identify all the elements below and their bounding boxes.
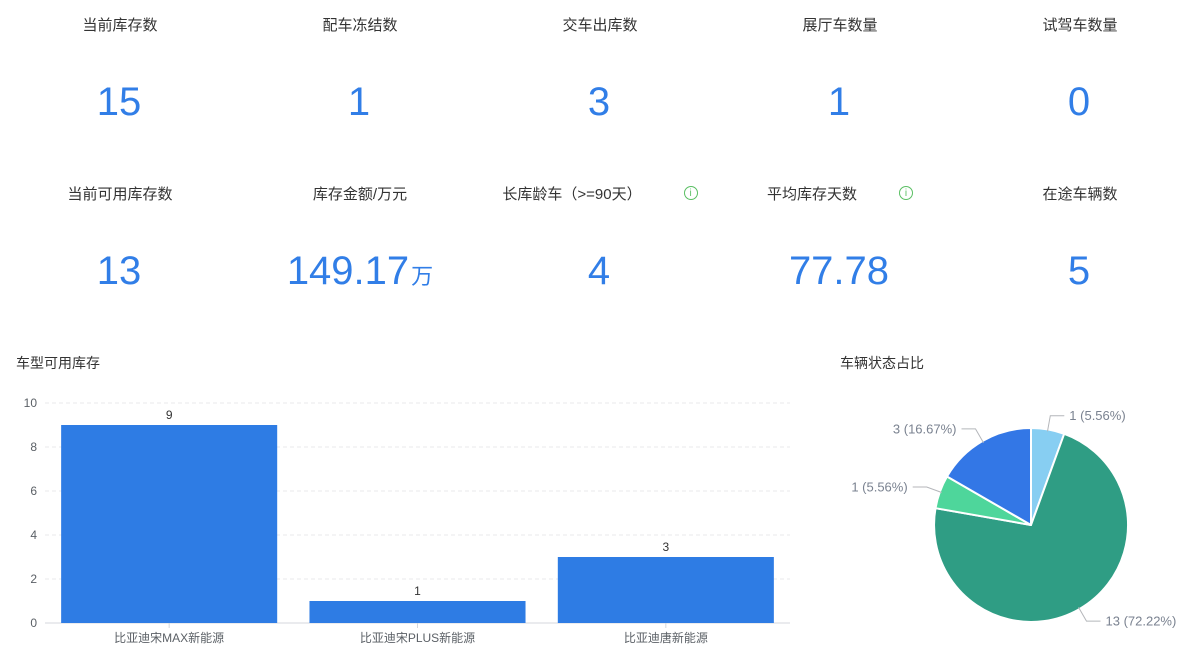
stat-value: 4 [587,249,611,293]
stat-label: 库存金额/万元 [312,185,408,203]
stat-value: 1 [827,80,851,124]
bar-value-label: 1 [414,584,421,598]
stat-label: 平均库存天数 [766,185,857,203]
y-axis-tick-label: 8 [30,440,37,454]
bar[interactable] [61,425,278,623]
bar[interactable] [557,557,774,623]
x-axis-category-label: 比亚迪宋MAX新能源 [114,630,224,645]
stat-value: 77.78 [788,249,890,293]
stat-card-available-stock: 当前可用库存数 13 [0,183,240,301]
stat-card-allocated-frozen: 配车冻结数 1 [240,14,480,132]
stat-card-current-stock: 当前库存数 15 [0,14,240,132]
stat-value: 13 [96,249,142,293]
unit-suffix: 万 [411,264,434,289]
bar-value-label: 9 [166,408,173,422]
pie-label-line [1047,415,1065,432]
stats-row-2: 当前可用库存数 13 库存金额/万元 149.17万 长库龄车（>=90天） i… [0,183,1200,301]
stat-value: 5 [1067,249,1091,293]
stat-label: 当前可用库存数 [67,185,173,203]
y-axis-tick-label: 6 [30,484,37,498]
info-icon[interactable]: i [899,186,913,200]
y-axis-tick-label: 2 [30,572,37,586]
stats-row-1: 当前库存数 15 配车冻结数 1 交车出库数 3 展厅车数量 1 试驾车数量 0 [0,14,1200,132]
pie-label: 3 (16.67%) [893,421,957,436]
stat-value: 149.17万 [286,249,434,293]
bar-value-label: 3 [662,540,669,554]
stat-card-long-age: 长库龄车（>=90天） i 4 [480,183,720,301]
stat-card-in-transit: 在途车辆数 5 [960,183,1200,301]
y-axis-tick-label: 0 [30,616,37,630]
vehicle-status-pie-chart: 1 (5.56%) 13 (72.22%) 1 (5.56%) 3 (16.67%) [851,408,1177,629]
y-axis-tick-label: 10 [24,396,38,410]
stat-value: 1 [347,80,371,124]
stat-label: 展厅车数量 [802,16,878,34]
bar[interactable] [309,601,526,623]
stat-label: 试驾车数量 [1042,16,1118,34]
stat-value: 3 [587,80,611,124]
stat-card-stock-amount: 库存金额/万元 149.17万 [240,183,480,301]
stat-label: 配车冻结数 [322,16,398,34]
stat-label: 长库龄车（>=90天） [502,185,642,203]
pie-label: 1 (5.56%) [851,480,907,495]
pie-label: 13 (72.22%) [1106,614,1177,629]
bar-chart-section: 车型可用库存 0 2 4 6 8 10 9 比亚迪宋MAX新能源 1 比亚迪宋PLUS新能源 3 比亚… [0,345,810,669]
bar-chart-title: 车型可用库存 [16,355,100,371]
stat-card-testdrive: 试驾车数量 0 [960,14,1200,132]
stat-label: 交车出库数 [562,16,638,34]
pie-label-line [961,428,984,443]
stat-card-delivered-out: 交车出库数 3 [480,14,720,132]
info-icon[interactable]: i [683,186,698,200]
x-axis-category-label: 比亚迪宋PLUS新能源 [360,630,475,645]
stat-value: 15 [96,80,142,124]
pie-label-line [1078,607,1101,622]
y-axis-tick-label: 4 [30,528,37,542]
stat-card-showroom: 展厅车数量 1 [720,14,960,132]
pie-chart-section: 车辆状态占比 1 (5.56%) 13 (72.22%) 1 (5.56%) 3 (1… [820,345,1200,669]
x-axis-category-label: 比亚迪唐新能源 [624,630,708,645]
model-stock-bar-chart: 0 2 4 6 8 10 9 比亚迪宋MAX新能源 1 比亚迪宋PLUS新能源 3 比亚迪唐新能源 [24,396,790,645]
stat-card-avg-days: 平均库存天数 i 77.78 [720,183,960,301]
stat-label: 在途车辆数 [1042,185,1118,203]
pie-label: 1 (5.56%) [1069,408,1125,423]
stat-value: 0 [1067,80,1091,124]
stat-label: 当前库存数 [82,16,158,34]
pie-label-line [912,486,942,493]
pie-chart-title: 车辆状态占比 [840,355,924,371]
